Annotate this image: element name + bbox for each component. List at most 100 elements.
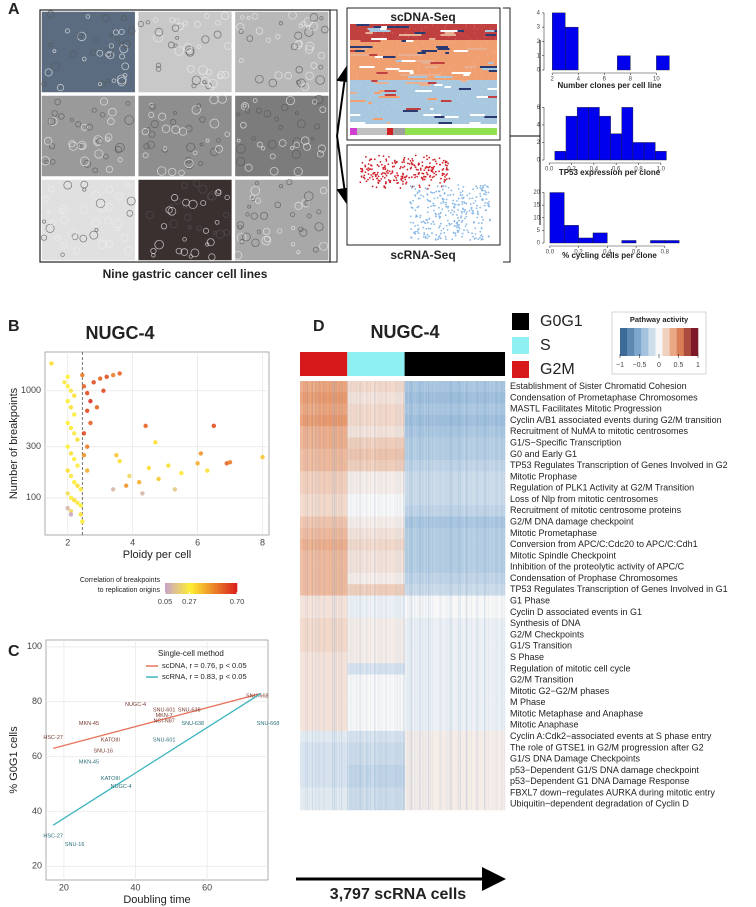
cell-decoration xyxy=(216,73,223,80)
heat-decoration xyxy=(382,60,386,62)
heat-decoration xyxy=(495,38,497,40)
point-label: SNU-601 xyxy=(153,707,176,713)
cell-decoration xyxy=(244,108,251,114)
heat-decoration xyxy=(350,38,372,40)
cell-decoration xyxy=(319,186,328,195)
heat-decoration xyxy=(420,108,431,110)
heat-decoration xyxy=(425,52,446,54)
heat-decoration xyxy=(450,42,455,44)
heat-decoration xyxy=(478,100,497,102)
heat-cell xyxy=(347,550,405,562)
heat-decoration xyxy=(350,24,357,26)
row-label: Condensation of Prophase Chromosomes xyxy=(510,573,678,583)
tsne-decoration xyxy=(483,193,486,195)
cell-decoration xyxy=(94,149,104,159)
tsne-decoration xyxy=(452,199,455,202)
point xyxy=(49,361,54,366)
cell-decoration xyxy=(69,117,75,123)
colorbar-segment xyxy=(669,328,678,356)
cell-decoration xyxy=(239,121,247,129)
heat-decoration xyxy=(357,30,370,32)
tsne-decoration xyxy=(414,232,417,235)
heat-decoration xyxy=(395,86,414,88)
heat-decoration xyxy=(462,120,482,122)
x-tick-label: 6 xyxy=(195,537,200,547)
heat-decoration xyxy=(472,46,482,48)
tsne-decoration xyxy=(418,189,421,192)
heat-decoration xyxy=(403,64,420,66)
tsne-decoration xyxy=(413,185,415,188)
colorbar-tick-label: 0.05 xyxy=(158,597,173,606)
cell-decoration xyxy=(294,201,303,210)
colorbar-segment xyxy=(227,583,230,594)
y-tick-label: 100 xyxy=(26,492,41,502)
tsne-decoration xyxy=(425,166,427,169)
heat-decoration xyxy=(390,122,396,124)
heat-decoration xyxy=(370,96,379,98)
heat-decoration xyxy=(403,58,422,60)
tsne-decoration xyxy=(405,181,408,184)
tsne-decoration xyxy=(431,170,434,173)
tsne-decoration xyxy=(428,165,431,168)
heat-decoration xyxy=(492,104,497,106)
heat-cell xyxy=(404,708,506,720)
cell-decoration xyxy=(236,221,245,229)
heat-decoration xyxy=(453,50,469,52)
heat-decoration xyxy=(475,36,485,38)
tsne-decoration xyxy=(481,216,483,219)
heat-decoration xyxy=(457,56,479,58)
heat-decoration xyxy=(493,60,497,62)
tsne-decoration xyxy=(442,201,445,204)
tsne-decoration xyxy=(412,159,414,162)
heat-decoration xyxy=(395,122,415,124)
cell-decoration xyxy=(215,229,225,239)
heat-decoration xyxy=(377,54,400,56)
tsne-decoration xyxy=(416,230,419,233)
cell-decoration xyxy=(40,156,50,166)
heat-decoration xyxy=(466,62,489,64)
tsne-decoration xyxy=(367,167,370,170)
tsne-decoration xyxy=(445,168,448,171)
point xyxy=(117,371,122,376)
tsne-decoration xyxy=(477,238,480,241)
tsne-decoration xyxy=(445,203,447,206)
cell-decoration xyxy=(121,80,128,87)
heat-decoration xyxy=(381,48,396,50)
heat-decoration xyxy=(395,56,410,58)
tsne-decoration xyxy=(459,191,462,194)
cell-decoration xyxy=(251,12,259,20)
heat-decoration xyxy=(350,110,368,112)
heat-decoration xyxy=(481,80,487,82)
cell-decoration xyxy=(115,36,121,42)
point xyxy=(260,454,265,460)
heat-decoration xyxy=(460,96,471,98)
cell-decoration xyxy=(260,146,266,151)
tsne-decoration xyxy=(437,206,440,209)
heat-decoration xyxy=(456,122,461,124)
tsne-decoration xyxy=(429,162,431,165)
heat-decoration xyxy=(454,114,471,116)
heat-decoration xyxy=(385,68,400,70)
heat-decoration xyxy=(493,118,497,120)
heat-decoration xyxy=(474,64,480,66)
heat-decoration xyxy=(367,48,382,50)
heat-decoration xyxy=(434,116,445,118)
heat-decoration xyxy=(350,96,371,98)
cell-decoration xyxy=(176,22,184,31)
heat-decoration xyxy=(407,112,427,114)
tsne-decoration xyxy=(445,198,448,201)
tsne-decoration xyxy=(421,161,424,164)
tsne-decoration xyxy=(461,207,464,210)
heat-cell xyxy=(300,426,348,438)
heat-cell xyxy=(300,629,348,641)
tsne-decoration xyxy=(414,154,417,157)
tsne-decoration xyxy=(445,238,447,241)
heat-decoration xyxy=(495,92,497,94)
tsne-decoration xyxy=(479,184,482,187)
heat-decoration xyxy=(375,32,384,34)
heat-decoration xyxy=(481,120,496,122)
heat-decoration xyxy=(440,100,452,102)
heat-decoration xyxy=(350,72,358,74)
heat-decoration xyxy=(487,48,497,50)
cell-decoration xyxy=(118,28,125,35)
